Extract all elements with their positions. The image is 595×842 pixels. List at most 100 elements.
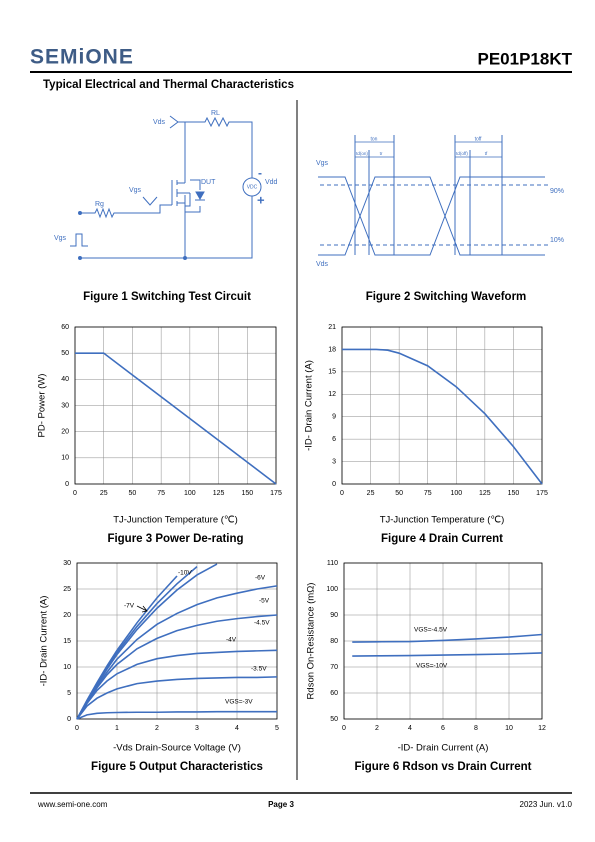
footer-website: www.semi-one.com xyxy=(37,800,108,809)
y-tick-label: 10 xyxy=(61,455,69,462)
x-tick-label: 75 xyxy=(157,490,165,497)
data-line xyxy=(76,563,218,720)
x-tick-label: 0 xyxy=(75,725,79,732)
y-tick-label: 110 xyxy=(327,560,338,567)
x-tick-label: 5 xyxy=(275,725,279,732)
x-tick-label: 6 xyxy=(441,725,445,732)
circuit-label: Rg xyxy=(95,201,104,208)
data-line xyxy=(76,676,278,720)
x-tick-label: 0 xyxy=(73,490,77,497)
chart-title: Figure 6 Rdson vs Drain Current xyxy=(354,761,531,773)
section-title: Typical Electrical and Thermal Character… xyxy=(43,79,294,91)
x-tick-label: 75 xyxy=(424,490,432,497)
data-line xyxy=(76,710,277,720)
waveform xyxy=(318,135,548,256)
plot-frame xyxy=(74,326,277,485)
series-label: -4.5V xyxy=(254,620,270,627)
waveform-label: td(off) xyxy=(456,151,468,156)
data-line xyxy=(75,352,277,485)
y-tick-label: 10 xyxy=(63,664,71,671)
y-axis-label: -ID- Drain Current (A) xyxy=(304,360,315,451)
figure-caption: Figure 2 Switching Waveform xyxy=(366,291,527,303)
x-tick-label: 25 xyxy=(100,490,108,497)
circuit-label: Vgs xyxy=(129,187,142,194)
x-tick-label: 100 xyxy=(184,490,196,497)
y-tick-label: 21 xyxy=(328,324,336,331)
circuit-label: Vdd xyxy=(265,179,278,186)
x-tick-label: 150 xyxy=(508,490,520,497)
x-tick-label: 3 xyxy=(195,725,199,732)
waveform-label: td(on) xyxy=(356,151,368,156)
x-tick-label: 0 xyxy=(340,490,344,497)
x-tick-label: 100 xyxy=(450,490,462,497)
waveform-label: tr xyxy=(380,151,383,156)
series-label: -4V xyxy=(226,637,237,644)
x-tick-label: 175 xyxy=(536,490,548,497)
waveform-label: Vgs xyxy=(316,160,329,167)
y-tick-label: 5 xyxy=(67,690,71,697)
y-tick-label: 80 xyxy=(330,638,338,645)
figure-caption: Figure 1 Switching Test Circuit xyxy=(83,291,251,303)
x-tick-label: 125 xyxy=(213,490,225,497)
x-axis-label: -Vds Drain-Source Voltage (V) xyxy=(113,743,241,754)
x-tick-label: 10 xyxy=(505,725,513,732)
data-line xyxy=(342,348,543,485)
label-arrow xyxy=(136,605,148,613)
series-label: VGS=-10V xyxy=(416,663,448,670)
waveform-label: 10% xyxy=(550,237,564,244)
waveform-label: toff xyxy=(475,136,482,142)
footer-page: Page 3 xyxy=(268,800,294,809)
y-tick-label: 3 xyxy=(332,458,336,465)
circuit-label: Vds xyxy=(153,119,166,126)
series-label: -3.5V xyxy=(251,666,267,673)
y-tick-label: 40 xyxy=(61,376,69,383)
x-axis-label: TJ-Junction Temperature (℃) xyxy=(113,515,238,526)
part-number: PE01P18KT xyxy=(478,49,573,68)
y-tick-label: 25 xyxy=(63,586,71,593)
x-axis-label: -ID- Drain Current (A) xyxy=(398,743,489,754)
y-tick-label: 70 xyxy=(330,664,338,671)
x-tick-label: 1 xyxy=(115,725,119,732)
series-label: VGS=-3V xyxy=(225,699,253,706)
data-line xyxy=(76,585,278,720)
y-tick-label: 100 xyxy=(326,586,338,593)
y-tick-label: 0 xyxy=(67,716,71,723)
x-tick-label: 175 xyxy=(270,490,282,497)
y-tick-label: 20 xyxy=(63,612,71,619)
x-axis-label: TJ-Junction Temperature (℃) xyxy=(380,515,505,526)
chart-title: Figure 3 Power De-rating xyxy=(107,533,243,545)
data-line xyxy=(76,649,278,720)
x-tick-label: 25 xyxy=(367,490,375,497)
circuit-label: VDC xyxy=(247,184,258,190)
x-tick-label: 2 xyxy=(155,725,159,732)
circuit-label: DUT xyxy=(201,179,216,186)
series-label: VGS=-4.5V xyxy=(414,627,448,634)
waveform-label: 90% xyxy=(550,188,564,195)
y-tick-label: 9 xyxy=(332,414,336,421)
y-axis-label: PD- Power (W) xyxy=(37,374,48,438)
y-tick-label: 15 xyxy=(328,369,336,376)
y-tick-label: 6 xyxy=(332,436,336,443)
circuit-label: - xyxy=(258,166,262,180)
x-tick-label: 50 xyxy=(129,490,137,497)
series-label: -10V xyxy=(178,570,192,577)
waveform-label: tf xyxy=(485,151,488,156)
data-line xyxy=(76,575,178,720)
x-tick-label: 0 xyxy=(342,725,346,732)
x-tick-label: 4 xyxy=(235,725,239,732)
chart-title: Figure 5 Output Characteristics xyxy=(91,761,263,773)
y-axis-label: Rdson On-Resistance (mΩ) xyxy=(306,583,317,700)
x-tick-label: 150 xyxy=(241,490,253,497)
y-tick-label: 15 xyxy=(63,638,71,645)
y-tick-label: 50 xyxy=(61,350,69,357)
y-tick-label: 60 xyxy=(61,324,69,331)
waveform-label: ton xyxy=(371,136,378,142)
x-tick-label: 4 xyxy=(408,725,412,732)
logo: SEMiONE xyxy=(30,46,134,69)
x-tick-label: 8 xyxy=(474,725,478,732)
x-tick-label: 125 xyxy=(479,490,491,497)
data-line xyxy=(352,633,543,643)
y-tick-label: 50 xyxy=(330,716,338,723)
circuit-label: Vgs xyxy=(54,235,67,242)
